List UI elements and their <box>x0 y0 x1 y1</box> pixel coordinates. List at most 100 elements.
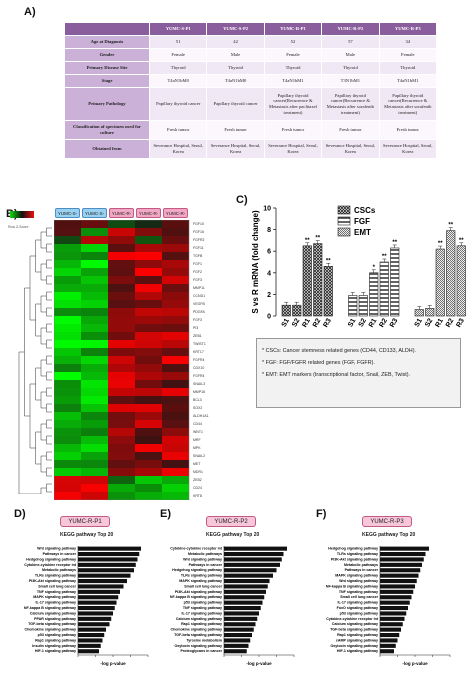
bar <box>292 304 302 317</box>
heatmap-cell <box>135 484 162 493</box>
heatmap-cell <box>108 284 135 293</box>
chart-caption: * CSCs: Cancer stemness related genes (C… <box>256 338 461 408</box>
heatmap-gene-label: FGF2 <box>193 269 202 274</box>
heatmap-cell <box>162 348 189 357</box>
pathway-bar <box>224 557 282 562</box>
heatmap-cell <box>81 236 108 245</box>
heatmap-cell <box>54 332 81 341</box>
heatmap-cell <box>108 292 135 301</box>
pathway-label: Insulin signaling pathway <box>32 644 76 648</box>
x-category-label: S1 <box>414 317 424 328</box>
heatmap-cell <box>54 308 81 317</box>
error-bar <box>371 269 376 273</box>
panel-label-a: A) <box>24 6 36 18</box>
pathway-bar <box>224 633 252 638</box>
x-category-label: R3 <box>389 317 400 328</box>
table-row-header: Primary Pathology <box>64 87 150 121</box>
pathway-label: Tyrosine metabolism <box>186 638 222 642</box>
heatmap-cell <box>81 332 108 341</box>
heatmap-cell <box>81 276 108 285</box>
table-cell: T4aN1bM1 <box>378 74 438 88</box>
error-bar <box>448 227 453 231</box>
heatmap-cell <box>135 228 162 237</box>
pathway-label: FoxO signaling pathway <box>337 606 378 610</box>
heatmap-gene-label: SOX2 <box>193 405 203 410</box>
pathway-label: PI3K-Akt signaling pathway <box>175 590 222 594</box>
heatmap-cell <box>54 316 81 325</box>
pathway-label: TNF signaling pathway <box>37 590 76 594</box>
pathway-label: TNF signaling pathway <box>339 590 378 594</box>
pathway-label: Hedgehog signaling pathway <box>26 557 76 561</box>
heatmap-cell <box>162 484 189 493</box>
dendrogram-branch <box>46 275 52 285</box>
pathway-bar <box>224 622 256 627</box>
heatmap-gene-label: PDGFA <box>193 309 205 314</box>
heatmap-cell <box>54 324 81 333</box>
heatmap-cell <box>135 340 162 349</box>
heatmap-gene-label: FGF1 <box>193 261 202 266</box>
pathway-bar <box>380 622 403 627</box>
bar <box>358 295 368 317</box>
pathway-label: MAPK signaling pathway <box>335 574 378 578</box>
heatmap-gene-label: MDR1 <box>193 469 203 474</box>
x-category-label: R1 <box>301 317 312 328</box>
dendrogram-branch <box>24 287 30 417</box>
heatmap-cell <box>54 260 81 269</box>
heatmap-cell <box>135 236 162 245</box>
heatmap-cell <box>54 220 81 229</box>
heatmap-cell <box>135 420 162 429</box>
heatmap-gene-label: FGF16 <box>193 229 204 234</box>
pathway-label: Cytokine-cytokine receptor int <box>326 617 379 621</box>
heatmap-gene-label: MMP16 <box>193 389 206 394</box>
heatmap-cell <box>162 220 189 229</box>
pathway-label: cAMP signaling pathway <box>336 638 378 642</box>
table-row: Classification of specimen used for cult… <box>64 120 438 140</box>
table-row: Primary Disease Site Thyroid Thyroid Thyroi… <box>64 61 438 75</box>
table-cell: Fresh tumor <box>206 120 265 140</box>
pathway-bar <box>78 622 110 627</box>
heatmap-cell <box>162 276 189 285</box>
table-row-header: Primary Disease Site <box>64 61 150 75</box>
heatmap-cell <box>135 492 162 500</box>
heatmap-cell <box>162 228 189 237</box>
table-cell: 34 <box>378 35 438 49</box>
heatmap-cell <box>54 396 81 405</box>
pathway-bar <box>78 606 115 611</box>
table-cell: Severance Hospital, Seoul, Korea <box>206 139 265 159</box>
heatmap-cell <box>162 364 189 373</box>
heatmap-cell <box>54 236 81 245</box>
pathway-label: Wnt signaling pathway <box>37 547 76 551</box>
heatmap-cell <box>81 308 108 317</box>
heatmap-cell <box>108 492 135 500</box>
heatmap-gene-label: CDX10 <box>193 365 205 370</box>
pathway-bar <box>78 568 134 573</box>
pathway-bar <box>78 589 120 594</box>
heatmap-cell <box>162 260 189 269</box>
heatmap-cell <box>108 228 135 237</box>
pathway-bar <box>380 643 396 648</box>
pathway-label: Calcium signaling pathway <box>176 617 222 621</box>
error-bar <box>361 292 366 296</box>
dendrogram-branch <box>46 371 52 381</box>
table-cell: Female <box>148 48 208 62</box>
error-bar <box>417 306 422 310</box>
pathway-bar <box>78 557 138 562</box>
table-cell: Fresh tumor <box>321 120 380 140</box>
pathway-label: Small cell lung cancer <box>184 584 222 588</box>
pathway-label: MAPK signaling pathway <box>179 579 222 583</box>
pathway-label: Proteoglycans in cancer <box>180 649 222 653</box>
heatmap-cell <box>108 276 135 285</box>
pathway-bar <box>224 600 263 605</box>
heatmap-cell <box>108 428 135 437</box>
table-row: Primary Pathology Papillary thyroid cance… <box>64 87 438 121</box>
x-category-label: S2 <box>424 317 434 328</box>
y-tick-label: 4 <box>267 270 271 277</box>
table-corner <box>64 22 150 36</box>
table-row-header: Obtained from <box>64 139 150 159</box>
panel-label-e: E) <box>160 508 171 520</box>
pathway-label: Pathways in cancer <box>43 552 77 556</box>
x-category-label: R3 <box>455 317 466 328</box>
pathway-label: Cytokine-cytokine receptor int <box>170 547 223 551</box>
table-row-header: Age at Diagnosis <box>64 35 150 49</box>
